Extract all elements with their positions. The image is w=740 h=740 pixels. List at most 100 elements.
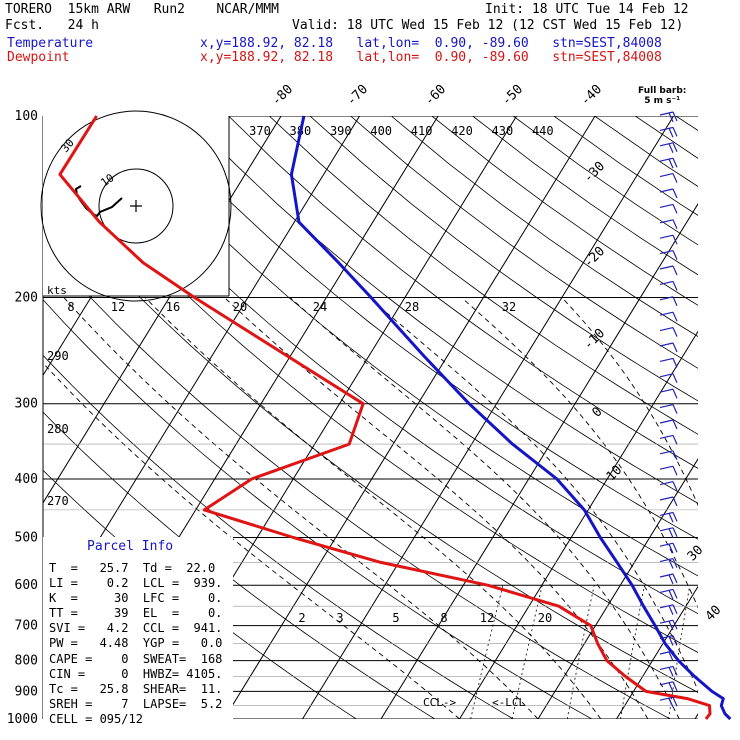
wind-barb-flag [672, 481, 678, 491]
wind-barb [659, 619, 678, 631]
wind-barb-staff [659, 604, 674, 609]
pressure-tick-label: 400 [15, 472, 38, 487]
lcl-marker: <-LCL [492, 696, 525, 709]
dry-adiabat-line [512, 116, 698, 246]
wind-barb-flag [672, 265, 678, 276]
theta-label: 390 [330, 124, 352, 138]
dry-adiabat-line [675, 116, 698, 131]
wind-barb-flag [672, 342, 678, 353]
wind-barb-flag [672, 604, 678, 615]
speed-scale-label: 16 [166, 300, 180, 314]
theta-label: 420 [451, 124, 473, 138]
wind-barb [659, 280, 678, 291]
wind-barb-staff [659, 665, 674, 670]
mixing-ratio-line [732, 585, 740, 719]
isotherm-label: 10 [604, 463, 626, 485]
model-run-title: TORERO 15km ARW Run2 NCAR/MMM [5, 2, 279, 17]
wind-barb-flag [672, 188, 678, 199]
mixing-ratio-label: 5 [392, 611, 399, 625]
wind-barb-flag [672, 635, 678, 645]
wind-barb [659, 173, 678, 183]
hodograph [40, 110, 232, 302]
isotherm-label: -40 [578, 82, 605, 109]
dry-adiabat-line [309, 116, 698, 402]
wind-barb [659, 296, 678, 307]
wind-barb [659, 573, 678, 585]
mixing-ratio-label: 20 [538, 611, 552, 625]
wind-barb-flag [672, 696, 678, 707]
wind-barb-flag [672, 589, 678, 599]
wind-barb [659, 465, 678, 476]
wind-barb [659, 142, 678, 153]
pressure-tick-label: 200 [15, 291, 38, 306]
mixing-ratio-label: 12 [480, 611, 494, 625]
wind-barb-staff [659, 650, 674, 655]
wind-barb-flag [672, 281, 678, 291]
wind-barb [659, 357, 678, 368]
wind-barb-staff [659, 265, 674, 270]
theta-label: 440 [532, 124, 554, 138]
dewpoint-legend-label: Dewpoint [7, 50, 70, 65]
wind-barb-flag [672, 512, 678, 522]
wind-barb-staff [659, 527, 674, 532]
dry-adiabat-line [431, 116, 698, 306]
wind-barb-staff [659, 327, 674, 332]
left-scale-label: 290 [47, 349, 69, 363]
wind-barb-flag [668, 574, 674, 585]
isotherm-line [694, 713, 698, 719]
wind-barb-staff [659, 619, 674, 624]
parcel-info-panel: Parcel Info T = 25.7 Td = 22.0 LI = 0.2 L… [43, 537, 233, 727]
wind-barb [659, 496, 678, 507]
hodograph-unit-label: kts [47, 284, 67, 297]
wind-barb [659, 203, 678, 214]
wind-barb-flag [672, 219, 678, 230]
wind-barb-flag [672, 573, 678, 584]
wind-barb-flag [672, 373, 678, 384]
wind-barb-staff [659, 342, 674, 347]
wind-barb [659, 373, 678, 384]
wind-barb-staff [659, 157, 674, 162]
isotherm-label: 40 [703, 603, 725, 625]
wind-barb [659, 604, 678, 615]
wind-barb-staff [659, 558, 674, 563]
wind-barb [659, 265, 678, 276]
moist-adiabat-line [43, 362, 460, 719]
wind-barb-legend-line2: 5 m s⁻¹ [644, 96, 681, 106]
wind-barb-staff [659, 481, 674, 486]
parcel-info-row: SVI = 4.2 CCL = 941. [49, 621, 223, 636]
isotherm-label: 30 [685, 543, 707, 565]
wind-barb-flag [672, 327, 678, 337]
hodograph-ring-outer [40, 110, 232, 302]
wind-barb-staff [659, 388, 674, 393]
wind-barb-staff [659, 404, 674, 409]
wind-barb [659, 419, 678, 430]
wind-barb-flag [668, 590, 674, 600]
isotherm-label: 0 [589, 404, 605, 420]
wind-barb-flag [672, 127, 678, 137]
wind-barb-flag [672, 388, 678, 399]
wind-barb-flag [668, 112, 674, 123]
mixing-ratio-label: 8 [440, 611, 447, 625]
wind-barb [659, 327, 678, 337]
wind-barb-flag [672, 157, 678, 168]
wind-barb-flag [672, 465, 678, 476]
pressure-tick-label: 100 [15, 109, 38, 124]
speed-scale-label: 28 [405, 300, 419, 314]
speed-scale-label: 8 [67, 300, 74, 314]
wind-barb-staff [659, 434, 674, 439]
wind-barb-flag [672, 358, 678, 368]
pressure-tick-label: 300 [15, 397, 38, 412]
wind-barb [659, 250, 678, 260]
ccl-marker: CCL-> [423, 696, 456, 709]
parcel-info-row: T = 25.7 Td = 22.0 [49, 561, 216, 575]
wind-barb [659, 511, 678, 523]
wind-barb-staff [659, 311, 674, 316]
isotherm-label: -80 [269, 82, 296, 109]
wind-barb-staff [659, 419, 674, 424]
wind-barb [659, 696, 678, 708]
wind-barb-legend-line1: Full barb: [638, 86, 687, 96]
moist-adiabat-line [561, 297, 698, 507]
wind-barb [659, 219, 678, 230]
wind-barb-column [659, 111, 678, 708]
forecast-hour: Fcst. 24 h [5, 18, 99, 33]
